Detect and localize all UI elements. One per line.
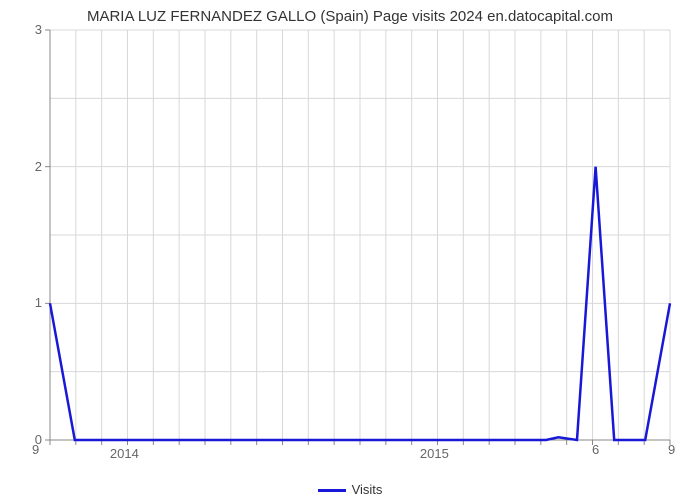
y-tick-label: 3 xyxy=(12,22,42,37)
corner-label-bra: 6 xyxy=(592,442,599,457)
chart-container: MARIA LUZ FERNANDEZ GALLO (Spain) Page v… xyxy=(0,0,700,500)
corner-label-bl: 9 xyxy=(32,442,39,457)
chart-title: MARIA LUZ FERNANDEZ GALLO (Spain) Page v… xyxy=(0,8,700,25)
y-tick-label: 1 xyxy=(12,295,42,310)
corner-label-brb: 9 xyxy=(668,442,675,457)
plot-area xyxy=(50,30,670,440)
legend-label: Visits xyxy=(352,482,383,497)
legend: Visits xyxy=(0,482,700,497)
y-tick-label: 2 xyxy=(12,159,42,174)
chart-svg xyxy=(50,30,670,440)
legend-swatch xyxy=(318,489,346,492)
x-tick-label: 2015 xyxy=(414,446,454,461)
x-tick-label: 2014 xyxy=(104,446,144,461)
